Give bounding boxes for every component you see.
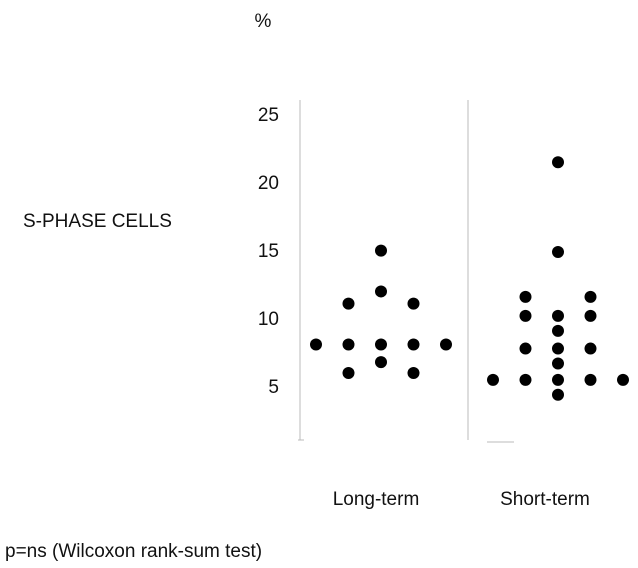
dot (552, 309, 564, 322)
dot (552, 342, 564, 355)
dot (584, 290, 597, 303)
x-tick-label: Long-term (333, 489, 420, 510)
y-tick-label: 20 (258, 173, 279, 194)
dot (584, 309, 597, 322)
y-tick-label: 5 (268, 377, 279, 398)
dot (584, 373, 597, 386)
dot (519, 342, 532, 355)
dot (375, 356, 387, 369)
y-tick-label: 15 (258, 241, 279, 262)
y-tick-label: 25 (258, 105, 279, 126)
dot (310, 338, 322, 351)
dot (552, 373, 564, 386)
dot (519, 290, 532, 303)
dot (487, 373, 499, 386)
dot (552, 246, 564, 258)
footnote: p=ns (Wilcoxon rank-sum test) (5, 541, 262, 562)
dot (375, 244, 387, 257)
y-tick-label: 10 (258, 309, 279, 330)
dot (407, 338, 420, 351)
dot (552, 324, 564, 337)
dot (375, 338, 387, 351)
dot (440, 338, 452, 351)
dot (617, 373, 629, 386)
dot (342, 297, 355, 310)
dot (342, 367, 355, 380)
dot (519, 373, 532, 386)
x-tick-label: Short-term (500, 489, 590, 510)
dot (552, 156, 564, 169)
dot (342, 338, 355, 351)
dot (519, 309, 532, 322)
y-unit: % (255, 11, 272, 32)
dot (552, 357, 564, 370)
dot (375, 285, 387, 298)
dot (407, 297, 420, 310)
y-axis-label: S-PHASE CELLS (23, 211, 172, 232)
dot (407, 367, 420, 380)
dot (552, 388, 564, 401)
dot (584, 342, 597, 355)
